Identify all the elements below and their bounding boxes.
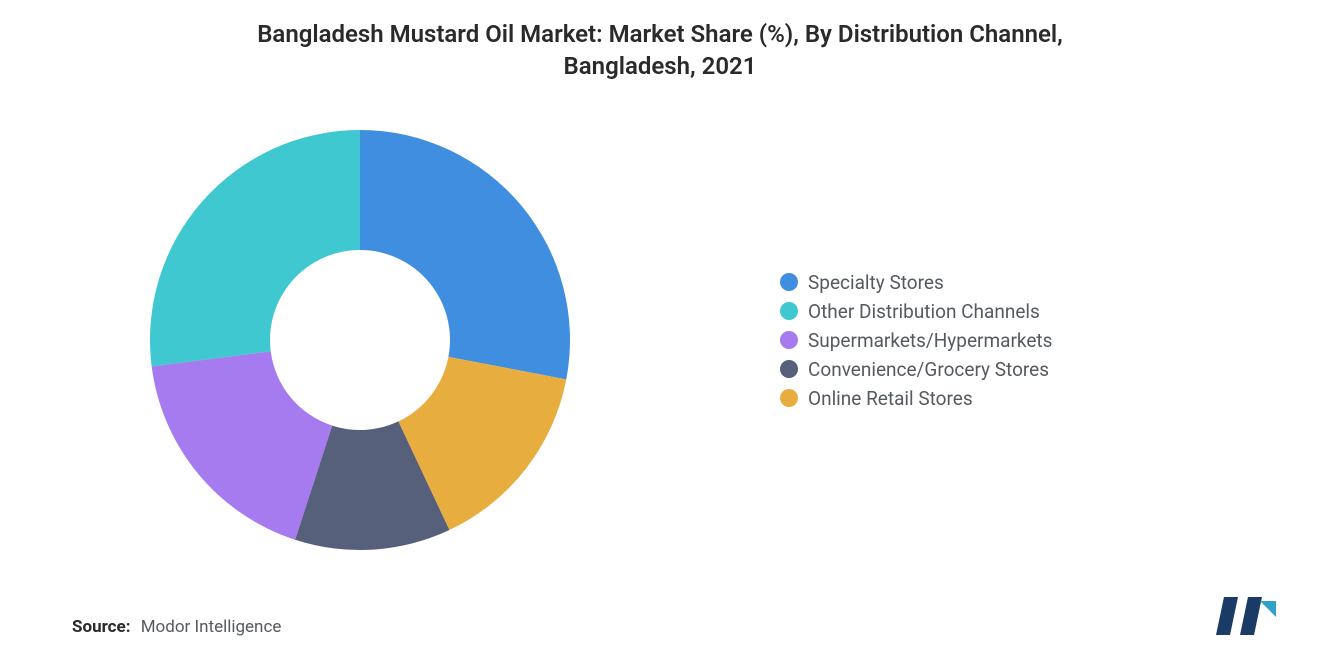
source-footer: Source: Modor Intelligence	[72, 617, 281, 637]
chart-area: Specialty Stores Other Distribution Chann…	[0, 100, 1320, 580]
source-label: Source:	[72, 617, 130, 637]
legend-swatch	[780, 302, 798, 320]
legend-label: Online Retail Stores	[808, 387, 973, 410]
legend-item: Other Distribution Channels	[780, 300, 1320, 323]
chart-title: Bangladesh Mustard Oil Market: Market Sh…	[0, 0, 1320, 83]
legend-label: Supermarkets/Hypermarkets	[808, 329, 1052, 352]
legend-item: Convenience/Grocery Stores	[780, 358, 1320, 381]
legend-label: Convenience/Grocery Stores	[808, 358, 1049, 381]
source-value: Modor Intelligence	[141, 617, 282, 637]
legend-item: Supermarkets/Hypermarkets	[780, 329, 1320, 352]
donut-chart	[0, 100, 660, 580]
title-line-1: Bangladesh Mustard Oil Market: Market Sh…	[257, 20, 1063, 48]
legend: Specialty Stores Other Distribution Chann…	[660, 265, 1320, 416]
legend-swatch	[780, 273, 798, 291]
donut-container	[0, 100, 660, 580]
legend-swatch	[780, 331, 798, 349]
logo-icon	[1210, 595, 1280, 639]
legend-item: Specialty Stores	[780, 271, 1320, 294]
donut-slice	[360, 130, 570, 379]
brand-logo	[1210, 595, 1280, 643]
legend-label: Other Distribution Channels	[808, 300, 1040, 323]
legend-swatch	[780, 360, 798, 378]
legend-label: Specialty Stores	[808, 271, 944, 294]
legend-swatch	[780, 389, 798, 407]
donut-slice	[150, 130, 360, 366]
title-line-2: Bangladesh, 2021	[564, 52, 757, 80]
legend-item: Online Retail Stores	[780, 387, 1320, 410]
